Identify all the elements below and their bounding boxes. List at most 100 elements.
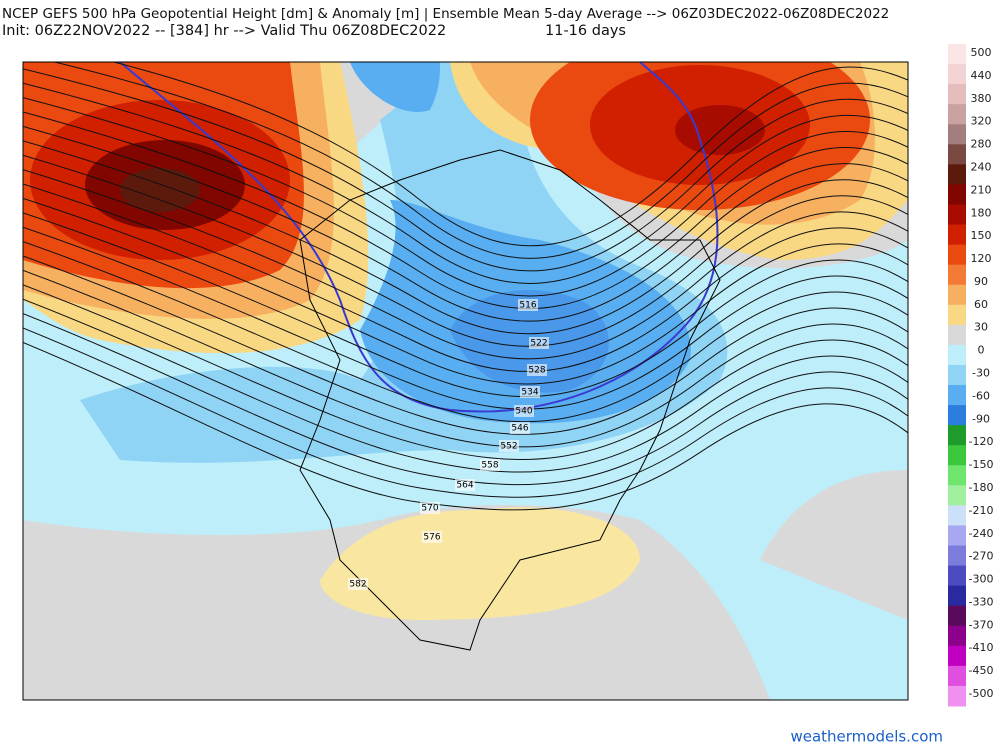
credit: weathermodels.com (790, 728, 943, 746)
contour-label-bg (348, 578, 368, 590)
contour-label-bg (520, 386, 540, 398)
colorbar-cell (948, 224, 966, 246)
colorbar-cell (948, 64, 966, 85)
colorbar-cell (948, 284, 966, 306)
contour-label: 540 (515, 407, 532, 417)
contour-line (52, 62, 908, 259)
colorbar-label: 280 (971, 138, 992, 151)
contour-label: 558 (481, 461, 498, 471)
contour-line (23, 298, 908, 473)
colorbar-cell (948, 505, 966, 526)
contour-line (23, 284, 908, 460)
colorbar-label: -30 (972, 367, 990, 380)
colorbar-label: 240 (971, 160, 992, 173)
contour-label-bg (527, 364, 547, 376)
contour-label: 534 (521, 388, 538, 398)
colorbar-label: -500 (969, 687, 994, 700)
colorbar-label: -90 (972, 412, 990, 425)
contour-line (23, 169, 908, 360)
title: NCEP GEFS 500 hPa Geopotential Height [d… (2, 6, 889, 22)
colorbar-cell (948, 645, 966, 667)
contour-label: 516 (519, 301, 536, 311)
contour-line (23, 269, 908, 448)
colorbar-cell (948, 565, 966, 587)
colorbar-label: -120 (969, 435, 994, 448)
colorbar-label: 320 (971, 115, 992, 128)
contour-label: 546 (511, 424, 528, 434)
contour-label: 522 (530, 339, 547, 349)
contour-line (23, 241, 908, 423)
colorbar-cell (948, 184, 966, 205)
colorbar-label: 120 (971, 252, 992, 265)
colorbar-label: 0 (978, 344, 985, 357)
colorbar-label: 30 (974, 321, 988, 334)
map-field (23, 62, 908, 700)
colorbar-cell (948, 545, 966, 567)
contour-label-bg (455, 479, 475, 491)
colorbar-cell (948, 164, 966, 185)
contour-label-bg (420, 502, 440, 514)
colorbar-cell (948, 685, 966, 707)
colorbar-label: -210 (969, 504, 994, 517)
colorbar-label: 210 (971, 183, 992, 196)
colorbar-label: -330 (969, 595, 994, 608)
contour-label: 552 (500, 442, 517, 452)
colorbar-label: 500 (971, 46, 992, 59)
colorbar-cell (948, 445, 966, 466)
contour-line (111, 62, 908, 247)
colorbar-cell (948, 144, 966, 165)
contour-line (23, 255, 908, 435)
colorbar-cell (948, 84, 966, 105)
contour-label-bg (480, 459, 500, 471)
colorbar-cell (948, 605, 966, 627)
colorbar-cell (948, 264, 966, 286)
contour-label: 528 (528, 366, 545, 376)
colorbar-cell (948, 665, 966, 687)
contour-label-bg (518, 299, 538, 311)
colorbar-label: -180 (969, 481, 994, 494)
map-frame (22, 61, 909, 701)
colorbar-cell (948, 625, 966, 647)
colorbar-label: -270 (969, 550, 994, 563)
colorbar-cell (948, 385, 966, 406)
contour-line (23, 68, 908, 272)
colorbar-label: -450 (969, 664, 994, 677)
contour-line (23, 197, 908, 385)
contour-label: 564 (456, 481, 473, 491)
contour-label-bg (422, 531, 442, 543)
contour-line (23, 97, 908, 297)
colorbar-cell (948, 465, 966, 486)
colorbar-cell (948, 244, 966, 266)
colorbar-label: 180 (971, 206, 992, 219)
colorbar-label: -300 (969, 573, 994, 586)
contour-label-bg (499, 440, 519, 452)
contour-line (23, 327, 908, 498)
colorbar-label: 380 (971, 92, 992, 105)
contour-label-bg (529, 337, 549, 349)
contour-label-bg (510, 422, 530, 434)
colorbar-label: -370 (969, 618, 994, 631)
init-line: Init: 06Z22NOV2022 -- [384] hr --> Valid… (2, 23, 446, 39)
colorbar-label: -150 (969, 458, 994, 471)
contour-label: 570 (421, 504, 438, 514)
contour-label: 582 (349, 580, 366, 590)
contour-line (23, 313, 908, 486)
colorbar-cell (948, 124, 966, 145)
colorbar-cell (948, 104, 966, 125)
colorbar-cell (948, 525, 966, 547)
colorbar-label: -240 (969, 527, 994, 540)
colorbar-cell (948, 44, 966, 65)
colorbar-cell (948, 324, 966, 346)
colorbar-cell (948, 364, 966, 386)
colorbar-label: 90 (974, 275, 988, 288)
colorbar-cell (948, 585, 966, 607)
contour-line (23, 82, 908, 284)
contour-label: 576 (423, 533, 440, 543)
contour-line (23, 341, 908, 511)
colorbar-label: 60 (974, 298, 988, 311)
colorbar-cell (948, 425, 966, 446)
contour-line (23, 154, 908, 347)
colorbar-label: 440 (971, 69, 992, 82)
